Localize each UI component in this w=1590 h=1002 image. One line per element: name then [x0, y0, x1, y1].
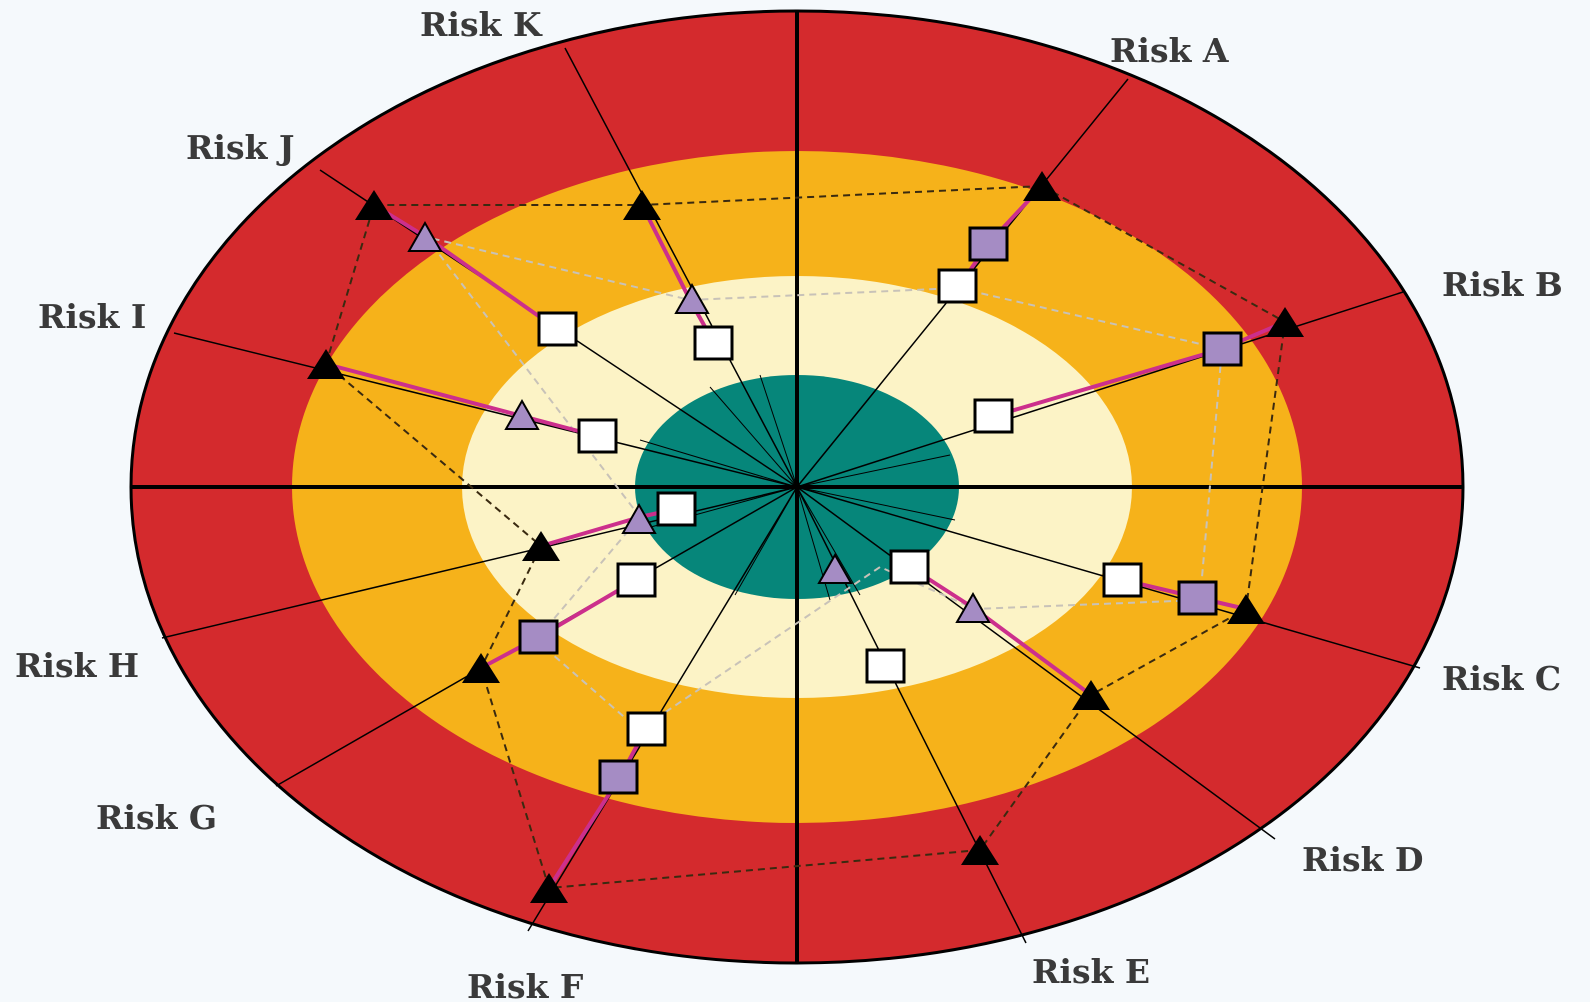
label-risk-k: Risk K — [420, 5, 543, 44]
label-risk-e: Risk E — [1032, 952, 1150, 991]
label-risk-h: Risk H — [15, 646, 139, 685]
black-triangle-markers — [307, 171, 1304, 903]
white-square-markers — [537, 268, 1143, 747]
label-risk-f: Risk F — [467, 967, 583, 1002]
label-risk-c: Risk C — [1442, 659, 1561, 698]
label-risk-b: Risk B — [1442, 265, 1563, 304]
label-risk-g: Risk G — [96, 798, 217, 837]
label-risk-d: Risk D — [1302, 840, 1424, 879]
label-risk-j: Risk J — [186, 128, 295, 167]
purple-triangle-markers — [407, 220, 991, 623]
outer-dashed-polygon — [324, 184, 1287, 890]
label-risk-i: Risk I — [38, 297, 146, 336]
label-risk-a: Risk A — [1110, 31, 1229, 70]
purple-square-markers — [518, 226, 1243, 795]
